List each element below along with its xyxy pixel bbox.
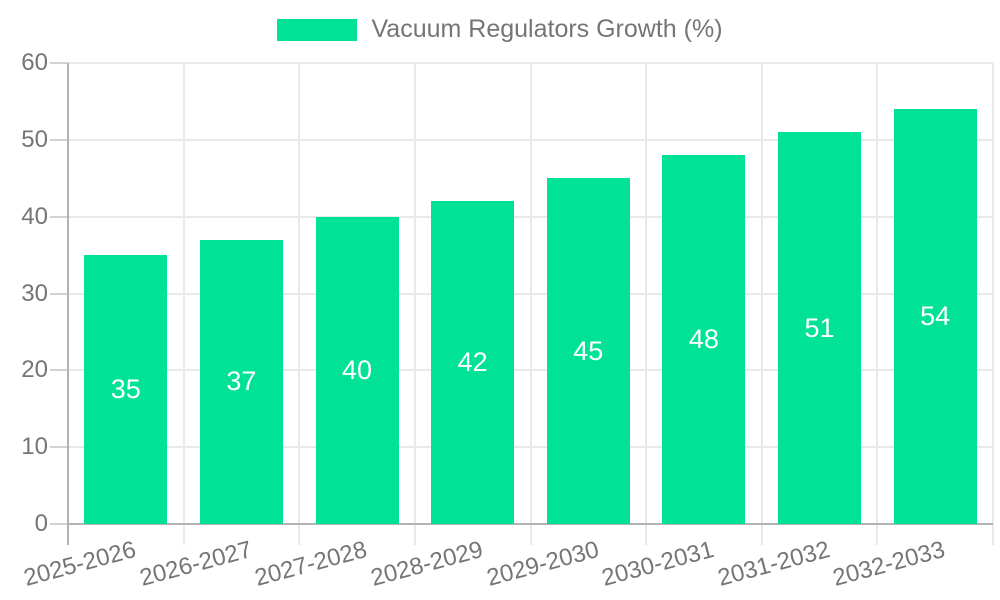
x-gridline	[182, 63, 185, 545]
y-axis-tick	[50, 446, 68, 449]
y-axis-tick	[50, 369, 68, 372]
bar[interactable]: 51	[778, 132, 862, 524]
x-gridline	[760, 63, 763, 545]
y-axis-label: 60	[21, 49, 48, 76]
y-axis-label: 10	[21, 433, 48, 461]
y-axis-tick	[50, 215, 68, 218]
legend-marker	[277, 18, 358, 41]
x-axis-label: 2028-2029	[367, 536, 486, 592]
x-gridline	[876, 63, 879, 545]
x-axis-label: 2031-2032	[714, 536, 833, 592]
y-axis-label: 20	[21, 356, 48, 384]
bar-value-label: 40	[342, 354, 373, 385]
x-gridline	[298, 63, 301, 545]
bar[interactable]: 54	[893, 109, 977, 524]
y-axis-tick	[50, 523, 68, 525]
x-gridline	[529, 63, 532, 545]
bar-value-label: 51	[804, 312, 835, 343]
x-gridline	[645, 63, 648, 545]
legend[interactable]: Vacuum Regulators Growth (%)	[0, 15, 1000, 44]
y-axis-label: 0	[34, 510, 48, 537]
bar-value-label: 54	[920, 301, 951, 332]
x-gridline	[992, 63, 994, 545]
x-axis-label: 2030-2031	[599, 536, 717, 592]
bar-value-label: 45	[573, 335, 604, 366]
y-axis-label: 50	[21, 125, 48, 153]
y-axis-label: 30	[21, 279, 48, 307]
y-axis-tick	[50, 292, 68, 295]
x-gridline	[413, 63, 416, 545]
bar[interactable]: 45	[546, 178, 630, 524]
x-axis-label: 2029-2030	[483, 536, 602, 592]
bar[interactable]: 42	[431, 201, 515, 524]
x-axis-label: 2026-2027	[136, 536, 255, 592]
y-axis-tick	[50, 62, 68, 64]
bar-value-label: 35	[110, 374, 141, 405]
bar[interactable]: 37	[199, 239, 283, 524]
bar-value-label: 42	[457, 347, 488, 378]
bar[interactable]: 40	[315, 216, 399, 524]
legend-label: Vacuum Regulators Growth (%)	[371, 15, 723, 43]
y-axis-tick	[50, 138, 68, 141]
bar-value-label: 48	[688, 324, 719, 355]
x-axis-label: 2027-2028	[252, 536, 371, 592]
bar[interactable]: 48	[662, 155, 746, 524]
y-axis-label: 40	[21, 202, 48, 230]
bar-value-label: 37	[226, 366, 257, 397]
x-axis-label: 2025-2026	[20, 536, 139, 592]
x-axis-label: 2032-2033	[830, 536, 949, 592]
x-axis-line	[68, 523, 993, 525]
y-axis-line	[67, 63, 69, 545]
bar[interactable]: 35	[84, 255, 168, 524]
